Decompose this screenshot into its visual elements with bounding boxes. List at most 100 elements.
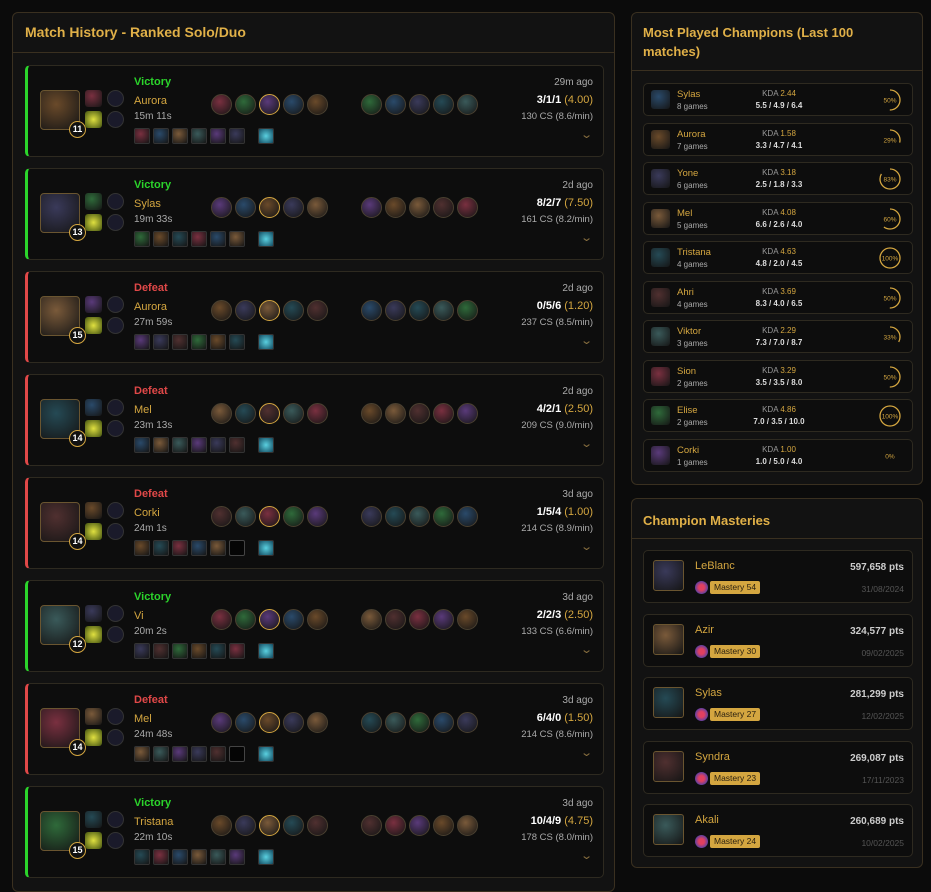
enemy-champion-icon[interactable]: [433, 300, 454, 321]
ally-champion-icon[interactable]: [307, 197, 328, 218]
chevron-down-icon[interactable]: ⌄: [579, 232, 593, 244]
enemy-champion-icon[interactable]: [457, 403, 478, 424]
ally-champion-icon[interactable]: [211, 94, 232, 115]
enemy-champion-icon[interactable]: [433, 712, 454, 733]
ally-champion-icon[interactable]: [283, 300, 304, 321]
ally-champion-icon[interactable]: [283, 403, 304, 424]
ally-champion-icon[interactable]: [259, 609, 280, 630]
ally-champion-icon[interactable]: [307, 300, 328, 321]
enemy-champion-icon[interactable]: [409, 609, 430, 630]
enemy-champion-icon[interactable]: [361, 403, 382, 424]
ally-champion-icon[interactable]: [307, 506, 328, 527]
ally-champion-icon[interactable]: [307, 609, 328, 630]
ally-champion-icon[interactable]: [211, 815, 232, 836]
enemy-champion-icon[interactable]: [361, 609, 382, 630]
enemy-champion-icon[interactable]: [433, 609, 454, 630]
most-played-row[interactable]: Elise 2 games KDA 4.86 7.0 / 3.5 / 10.0 …: [643, 399, 913, 432]
enemy-champion-icon[interactable]: [361, 197, 382, 218]
enemy-champion-icon[interactable]: [385, 94, 406, 115]
match-card[interactable]: 14 Defeat Corki 24m 1s vs 3d ago 1/5/4 (…: [25, 477, 604, 569]
enemy-champion-icon[interactable]: [409, 94, 430, 115]
chevron-down-icon[interactable]: ⌄: [579, 850, 593, 862]
enemy-champion-icon[interactable]: [385, 300, 406, 321]
ally-champion-icon[interactable]: [259, 403, 280, 424]
ally-champion-icon[interactable]: [283, 815, 304, 836]
mastery-card[interactable]: Sylas Mastery 27 281,299 pts 12/02/2025: [643, 677, 913, 730]
enemy-champion-icon[interactable]: [433, 94, 454, 115]
mastery-card[interactable]: LeBlanc Mastery 54 597,658 pts 31/08/202…: [643, 550, 913, 603]
ally-champion-icon[interactable]: [259, 506, 280, 527]
enemy-champion-icon[interactable]: [433, 197, 454, 218]
ally-champion-icon[interactable]: [235, 94, 256, 115]
enemy-champion-icon[interactable]: [409, 815, 430, 836]
ally-champion-icon[interactable]: [235, 300, 256, 321]
ally-champion-icon[interactable]: [235, 506, 256, 527]
ally-champion-icon[interactable]: [259, 712, 280, 733]
enemy-champion-icon[interactable]: [457, 506, 478, 527]
chevron-down-icon[interactable]: ⌄: [579, 335, 593, 347]
enemy-champion-icon[interactable]: [385, 403, 406, 424]
enemy-champion-icon[interactable]: [409, 300, 430, 321]
ally-champion-icon[interactable]: [235, 197, 256, 218]
ally-champion-icon[interactable]: [235, 609, 256, 630]
ally-champion-icon[interactable]: [283, 712, 304, 733]
ally-champion-icon[interactable]: [307, 815, 328, 836]
ally-champion-icon[interactable]: [235, 712, 256, 733]
most-played-row[interactable]: Mel 5 games KDA 4.08 6.6 / 2.6 / 4.0 60%: [643, 201, 913, 235]
most-played-row[interactable]: Sylas 8 games KDA 2.44 5.5 / 4.9 / 6.4 5…: [643, 83, 913, 116]
ally-champion-icon[interactable]: [283, 197, 304, 218]
enemy-champion-icon[interactable]: [457, 609, 478, 630]
enemy-champion-icon[interactable]: [385, 506, 406, 527]
most-played-row[interactable]: Corki 1 games KDA 1.00 1.0 / 5.0 / 4.0 0…: [643, 438, 913, 472]
ally-champion-icon[interactable]: [259, 94, 280, 115]
ally-champion-icon[interactable]: [235, 403, 256, 424]
ally-champion-icon[interactable]: [259, 197, 280, 218]
mastery-card[interactable]: Syndra Mastery 23 269,087 pts 17/11/2023: [643, 740, 913, 794]
ally-champion-icon[interactable]: [211, 506, 232, 527]
enemy-champion-icon[interactable]: [409, 506, 430, 527]
enemy-champion-icon[interactable]: [433, 403, 454, 424]
ally-champion-icon[interactable]: [211, 609, 232, 630]
ally-champion-icon[interactable]: [283, 94, 304, 115]
enemy-champion-icon[interactable]: [385, 197, 406, 218]
mastery-card[interactable]: Akali Mastery 24 260,689 pts 10/02/2025: [643, 804, 913, 857]
ally-champion-icon[interactable]: [235, 815, 256, 836]
enemy-champion-icon[interactable]: [361, 300, 382, 321]
chevron-down-icon[interactable]: ⌄: [579, 644, 593, 656]
enemy-champion-icon[interactable]: [409, 712, 430, 733]
ally-champion-icon[interactable]: [211, 712, 232, 733]
enemy-champion-icon[interactable]: [385, 609, 406, 630]
enemy-champion-icon[interactable]: [457, 300, 478, 321]
enemy-champion-icon[interactable]: [457, 197, 478, 218]
enemy-champion-icon[interactable]: [457, 815, 478, 836]
enemy-champion-icon[interactable]: [385, 815, 406, 836]
ally-champion-icon[interactable]: [283, 506, 304, 527]
most-played-row[interactable]: Sion 2 games KDA 3.29 3.5 / 3.5 / 8.0 50…: [643, 359, 913, 393]
ally-champion-icon[interactable]: [307, 403, 328, 424]
enemy-champion-icon[interactable]: [361, 815, 382, 836]
enemy-champion-icon[interactable]: [361, 94, 382, 115]
enemy-champion-icon[interactable]: [457, 712, 478, 733]
most-played-row[interactable]: Ahri 4 games KDA 3.69 8.3 / 4.0 / 6.5 50…: [643, 280, 913, 314]
ally-champion-icon[interactable]: [307, 712, 328, 733]
match-card[interactable]: 11 Victory Aurora 15m 11s vs 29m ago 3/1…: [25, 65, 604, 157]
chevron-down-icon[interactable]: ⌄: [579, 747, 593, 759]
chevron-down-icon[interactable]: ⌄: [579, 541, 593, 553]
match-card[interactable]: 14 Defeat Mel 23m 13s vs 2d ago 4/2/1 (2…: [25, 374, 604, 466]
ally-champion-icon[interactable]: [211, 197, 232, 218]
enemy-champion-icon[interactable]: [457, 94, 478, 115]
match-card[interactable]: 15 Victory Tristana 22m 10s vs 3d ago 10…: [25, 786, 604, 878]
match-card[interactable]: 13 Victory Sylas 19m 33s vs 2d ago 8/2/7…: [25, 168, 604, 260]
most-played-row[interactable]: Tristana 4 games KDA 4.63 4.8 / 2.0 / 4.…: [643, 241, 913, 274]
enemy-champion-icon[interactable]: [409, 197, 430, 218]
ally-champion-icon[interactable]: [259, 300, 280, 321]
enemy-champion-icon[interactable]: [409, 403, 430, 424]
mastery-card[interactable]: Azir Mastery 30 324,577 pts 09/02/2025: [643, 613, 913, 667]
ally-champion-icon[interactable]: [211, 403, 232, 424]
enemy-champion-icon[interactable]: [361, 506, 382, 527]
chevron-down-icon[interactable]: ⌄: [579, 438, 593, 450]
match-card[interactable]: 12 Victory Vi 20m 2s vs 3d ago 2/2/3 (2.…: [25, 580, 604, 672]
ally-champion-icon[interactable]: [211, 300, 232, 321]
ally-champion-icon[interactable]: [307, 94, 328, 115]
match-card[interactable]: 15 Defeat Aurora 27m 59s vs 2d ago 0/5/6…: [25, 271, 604, 363]
